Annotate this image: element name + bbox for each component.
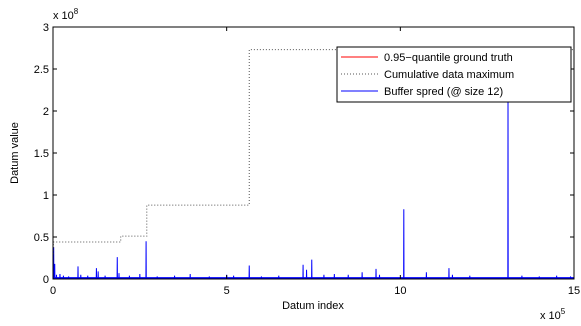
y-multiplier-label: x 108 (53, 7, 79, 22)
x-tick-label: 10 (394, 285, 406, 297)
y-multiplier-exponent: 8 (74, 7, 79, 16)
legend-label-cummax: Cumulative data maximum (384, 69, 514, 81)
y-tick-label: 1.5 (34, 148, 49, 160)
legend-label-buffer: Buffer spred (@ size 12) (384, 86, 503, 98)
x-tick-label: 0 (50, 285, 56, 297)
legend-label-quantile: 0.95−quantile ground truth (384, 52, 513, 64)
legend: 0.95−quantile ground truth Cumulative da… (336, 46, 572, 103)
x-tick-label: 15 (568, 285, 580, 297)
legend-box (336, 46, 572, 103)
x-tick-label: 5 (224, 285, 230, 297)
y-tick-label: 3 (43, 22, 49, 34)
x-multiplier-label: x 105 (540, 307, 566, 322)
y-multiplier-base: x 10 (53, 10, 74, 22)
x-multiplier-base: x 10 (540, 310, 561, 322)
y-tick-label: 0.5 (34, 232, 49, 244)
y-axis-label: Datum value (9, 122, 21, 184)
ticks-layer: 0 5 10 15 0 0.5 1 1.5 2 2.5 3 (34, 22, 580, 297)
x-axis-label: Datum index (282, 300, 344, 312)
series-buffer-line (53, 89, 574, 279)
y-tick-label: 1 (43, 190, 49, 202)
y-tick-label: 0 (43, 274, 49, 286)
x-multiplier-exponent: 5 (561, 307, 566, 316)
y-tick-label: 2 (43, 106, 49, 118)
y-tick-label: 2.5 (34, 64, 49, 76)
